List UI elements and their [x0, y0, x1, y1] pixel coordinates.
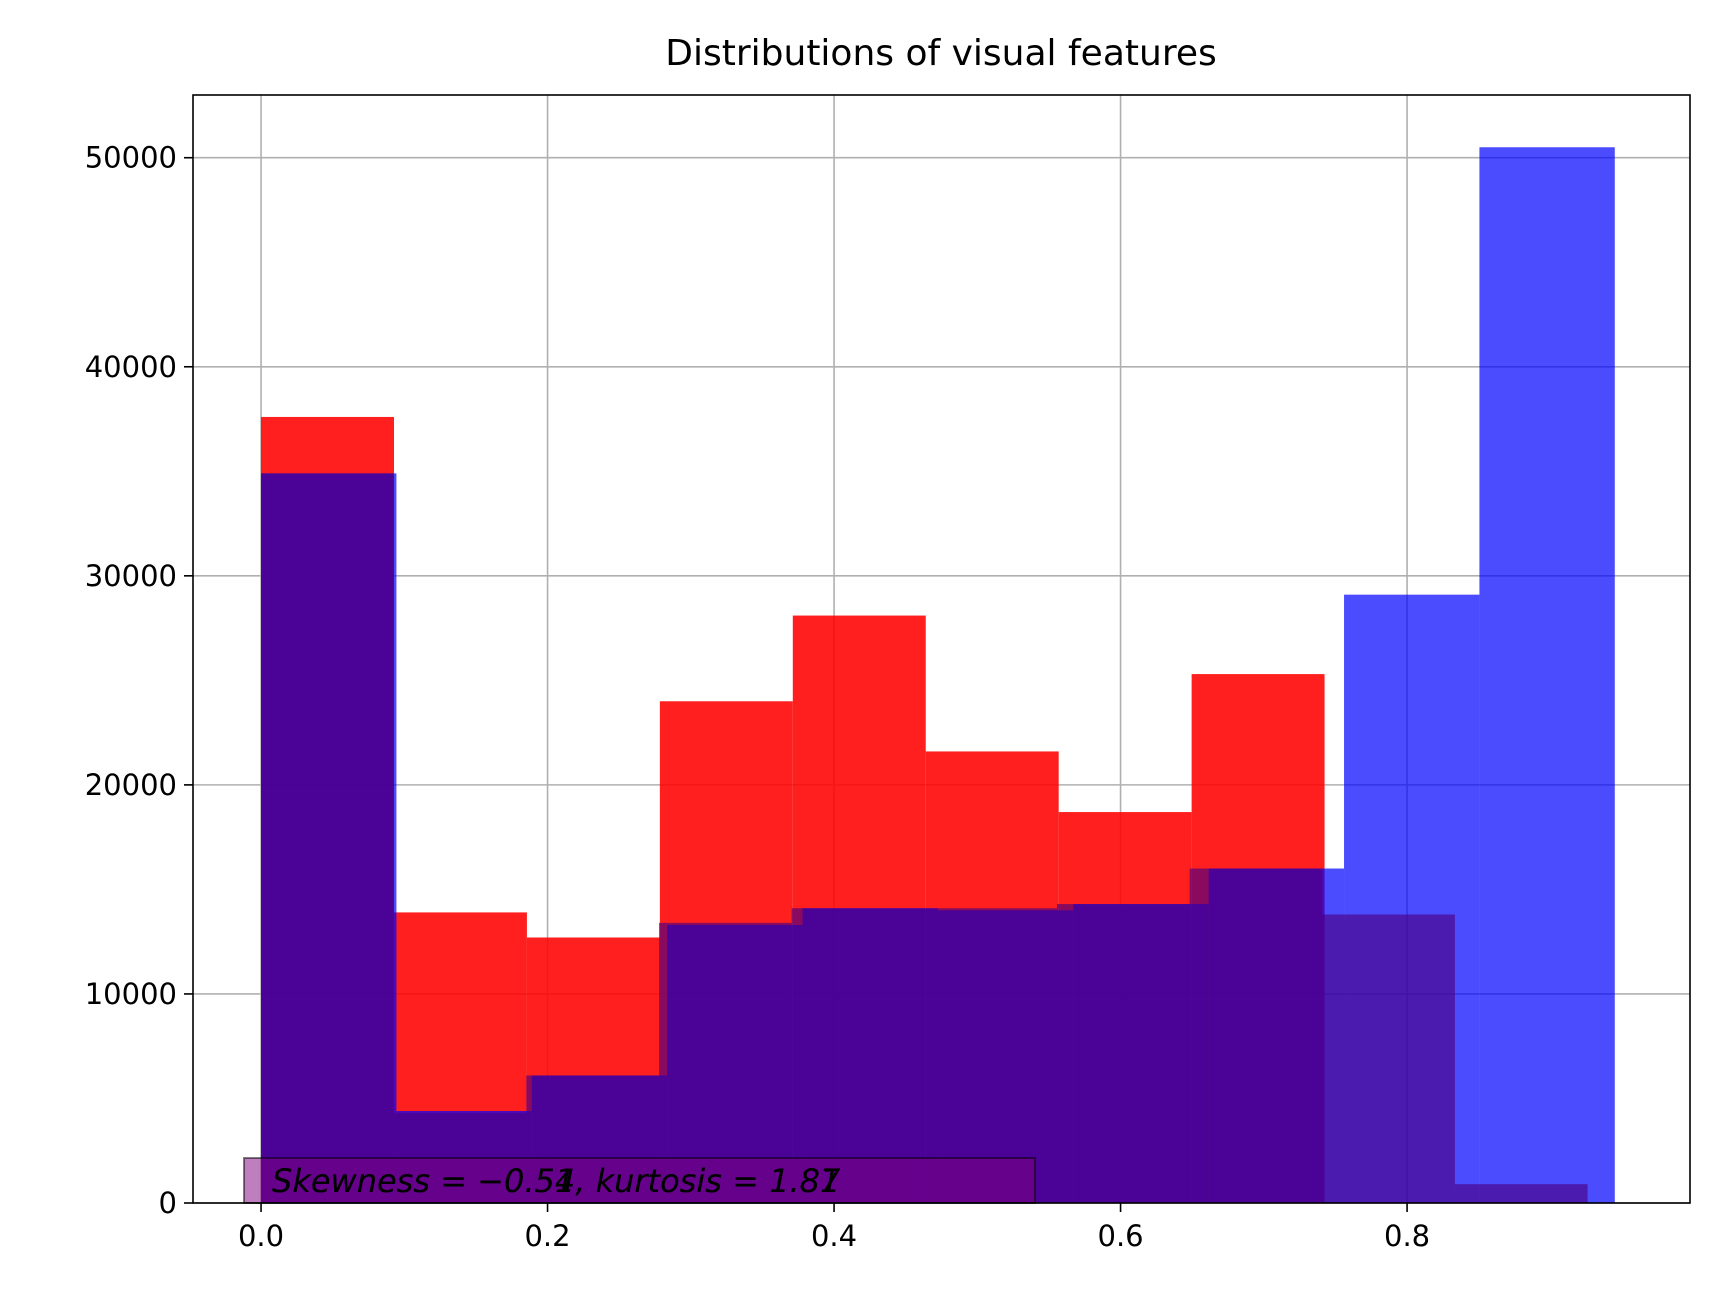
histogram-bar-series-3 — [261, 473, 394, 1203]
axis-ticks: 0.0 0.2 0.4 0.6 0.8 0 10000 20000 30000 40000 5000… — [85, 141, 1430, 1253]
histogram-bar-series-3 — [924, 908, 1057, 1203]
y-tick-label: 30000 — [85, 559, 177, 593]
y-tick-label: 40000 — [85, 350, 177, 384]
y-tick-label: 20000 — [85, 768, 177, 802]
histogram-bar-series-3 — [791, 908, 925, 1203]
x-tick-label: 0.6 — [1098, 1219, 1144, 1253]
x-tick-label: 0.0 — [238, 1219, 284, 1253]
histogram-bar-series-3 — [659, 922, 792, 1203]
y-tick-label: 10000 — [85, 977, 177, 1011]
x-tick-label: 0.2 — [524, 1219, 570, 1253]
y-tick-label: 0 — [159, 1186, 177, 1220]
annotation-text: Skewness = −0.51, kurtosis = 1.81 — [272, 1162, 840, 1200]
y-tick-label: 50000 — [85, 141, 177, 175]
annotation-box: Skewness = −0.54, kurtosis = 1.87Skewnes… — [243, 1157, 1036, 1204]
x-tick-label: 0.4 — [811, 1219, 857, 1253]
histogram-bar-series-2 — [1479, 147, 1615, 1203]
chart-title: Distributions of visual features — [665, 33, 1216, 74]
histogram-bar-series-3 — [1322, 914, 1455, 1203]
histogram-bar-series-3 — [1189, 868, 1323, 1203]
plot-frame — [192, 94, 1691, 1204]
annotation-text: Skewness = −0.54, kurtosis = 1.87 — [272, 1162, 841, 1200]
histogram-bar-series-3 — [1454, 1184, 1588, 1203]
annotation-background — [243, 1157, 1036, 1204]
histogram-bar-series-3 — [1056, 904, 1190, 1203]
x-tick-label: 0.8 — [1384, 1219, 1430, 1253]
